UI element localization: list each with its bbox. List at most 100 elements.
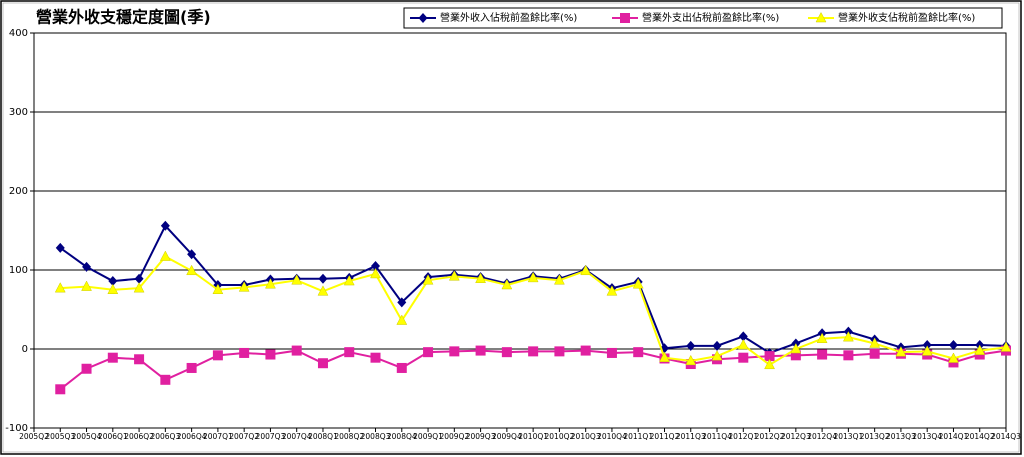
point — [108, 276, 118, 287]
point — [764, 351, 775, 362]
point — [291, 345, 302, 356]
chart-title: 營業外收支穩定度圖(季) — [36, 8, 211, 27]
x-tick-label: 2010Q2 — [545, 432, 575, 441]
point — [501, 347, 512, 358]
point — [737, 339, 749, 350]
x-tick-label: 2011Q4 — [702, 432, 732, 441]
legend — [403, 7, 1003, 29]
point — [134, 354, 145, 365]
point — [869, 348, 880, 359]
x-tick-label: 2005Q4 — [72, 432, 102, 441]
point — [186, 264, 198, 276]
point — [475, 345, 486, 356]
legend-marker — [620, 13, 630, 23]
point — [895, 346, 907, 357]
point — [160, 374, 171, 385]
point — [606, 347, 617, 358]
x-tick-label: 2005Q3 — [45, 432, 75, 441]
point — [55, 242, 65, 253]
point — [212, 350, 223, 361]
point — [291, 274, 303, 285]
x-tick-label: 2014Q3 — [991, 432, 1021, 441]
y-tick-label: 300 — [9, 107, 28, 118]
point — [554, 346, 565, 357]
x-tick-label: 2013Q2 — [860, 432, 890, 441]
point — [344, 347, 355, 358]
x-tick-label: 2009Q1 — [413, 432, 443, 441]
point — [921, 345, 933, 356]
point — [186, 362, 197, 373]
point — [686, 340, 696, 351]
point — [633, 347, 644, 358]
point — [764, 358, 775, 370]
point — [55, 384, 66, 395]
point — [423, 347, 434, 358]
point — [107, 352, 118, 363]
x-tick-label: 2007Q3 — [256, 432, 286, 441]
point — [422, 274, 434, 285]
point — [318, 273, 328, 284]
y-tick-label: 100 — [9, 265, 28, 276]
point — [711, 350, 723, 361]
point — [133, 282, 145, 293]
point — [212, 283, 224, 294]
point — [606, 285, 618, 296]
point — [632, 278, 644, 289]
point — [501, 278, 513, 290]
legend-label: 營業外支出佔稅前盈餘比率(%) — [642, 11, 779, 24]
point — [134, 273, 144, 284]
point — [265, 278, 276, 289]
x-tick-label: 2006Q3 — [150, 432, 180, 441]
point — [81, 363, 92, 374]
legend-label: 營業外收入佔稅前盈餘比率(%) — [440, 11, 577, 24]
point — [580, 345, 591, 356]
point — [396, 362, 407, 373]
y-tick-label: 200 — [9, 186, 28, 197]
point — [1000, 341, 1012, 352]
point — [54, 282, 66, 293]
x-tick-label: 2010Q3 — [571, 432, 601, 441]
x-tick-label: 2008Q1 — [308, 432, 338, 441]
point — [843, 350, 854, 361]
point — [159, 250, 171, 261]
x-tick-label: 2010Q1 — [518, 432, 548, 441]
x-tick-label: 2011Q1 — [623, 432, 653, 441]
point — [580, 264, 592, 276]
legend-label: 營業外收支佔稅前盈餘比率(%) — [838, 11, 975, 24]
point — [81, 280, 92, 291]
point — [817, 349, 828, 360]
x-tick-label: 2012Q2 — [755, 432, 785, 441]
point — [317, 285, 329, 296]
point — [685, 354, 697, 366]
point — [371, 261, 381, 272]
x-tick-label: 2013Q4 — [912, 432, 942, 441]
point — [448, 270, 460, 281]
point — [370, 352, 381, 363]
x-tick-label: 2008Q2 — [334, 432, 364, 441]
point — [396, 314, 408, 325]
point — [842, 331, 854, 342]
point — [187, 249, 197, 260]
point — [343, 275, 355, 286]
point — [449, 346, 460, 357]
point — [553, 274, 565, 285]
plot-area — [33, 32, 1007, 429]
point — [160, 220, 170, 231]
point — [397, 297, 407, 308]
x-tick-label: 2013Q1 — [833, 432, 863, 441]
point — [528, 346, 539, 357]
x-tick-label: 2012Q3 — [781, 432, 811, 441]
x-tick-label: 2006Q4 — [177, 432, 207, 441]
y-tick-label: -100 — [5, 423, 28, 434]
point — [265, 349, 276, 360]
point — [475, 272, 487, 283]
point — [82, 261, 92, 272]
x-tick-label: 2012Q1 — [728, 432, 758, 441]
x-tick-label: 2011Q2 — [650, 432, 680, 441]
legend-marker — [815, 11, 827, 23]
x-tick-label: 2007Q1 — [203, 432, 233, 441]
point — [738, 352, 749, 363]
point — [816, 332, 828, 343]
y-tick-label: 400 — [9, 28, 28, 39]
